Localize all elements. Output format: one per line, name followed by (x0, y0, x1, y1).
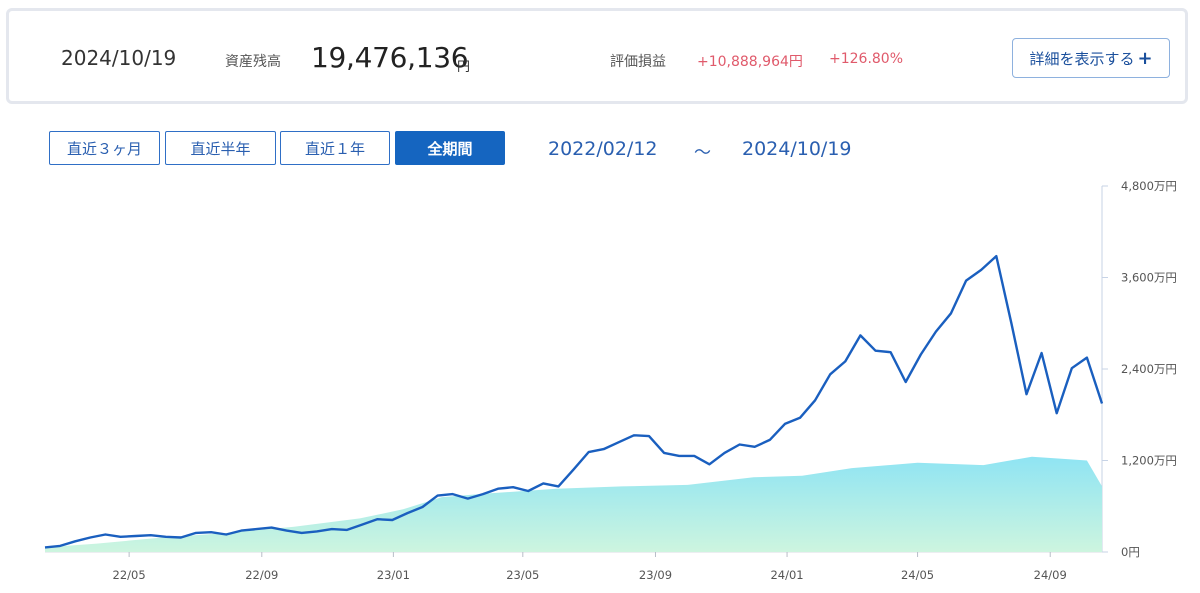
y-tick-label: 3,600万円 (1121, 271, 1177, 285)
balance-yen-unit: 円 (457, 60, 471, 75)
range-separator: ～ (694, 143, 711, 163)
x-tick-label: 24/05 (901, 568, 934, 582)
gain-percent: +126.80% (829, 51, 904, 67)
period-1-year-button[interactable]: 直近１年 (280, 131, 390, 165)
value-line (44, 254, 1104, 549)
x-tick-label: 23/05 (506, 568, 539, 582)
asset-summary-card: 2024/10/19 資産残高 19,476,136 円 評価損益 +10,88… (6, 8, 1188, 104)
principal-area (45, 456, 1102, 552)
x-tick-label: 24/01 (770, 568, 803, 582)
gain-label: 評価損益 (610, 54, 666, 70)
gain-value: +10,888,964円 (697, 54, 803, 70)
plus-icon: + (1137, 47, 1153, 69)
x-tick-label: 22/09 (245, 568, 278, 582)
summary-date: 2024/10/19 (61, 46, 177, 70)
range-start-date: 2022/02/12 (548, 138, 658, 160)
x-tick-label: 23/01 (377, 568, 410, 582)
period-3-months-button[interactable]: 直近３ヶ月 (49, 131, 160, 165)
x-tick-label: 23/09 (639, 568, 672, 582)
balance-label: 資産残高 (225, 54, 281, 70)
range-end-date: 2024/10/19 (742, 138, 852, 160)
balance-value: 19,476,136 (311, 41, 469, 74)
x-tick-label: 22/05 (113, 568, 146, 582)
y-tick-label: 1,200万円 (1121, 454, 1177, 468)
x-tick-label: 24/09 (1034, 568, 1067, 582)
period-all-button[interactable]: 全期間 (395, 131, 505, 165)
period-6-months-button[interactable]: 直近半年 (165, 131, 276, 165)
show-details-label: 詳細を表示する (1029, 49, 1135, 68)
show-details-button[interactable]: 詳細を表示する + (1012, 38, 1170, 78)
y-tick-label: 2,400万円 (1121, 362, 1177, 376)
asset-chart: 4,800万円 3,600万円 2,400万円 1,200万円 0円 22/05 22/0… (44, 179, 1177, 582)
y-tick-label: 0円 (1121, 545, 1140, 559)
y-tick-label: 4,800万円 (1121, 179, 1177, 193)
